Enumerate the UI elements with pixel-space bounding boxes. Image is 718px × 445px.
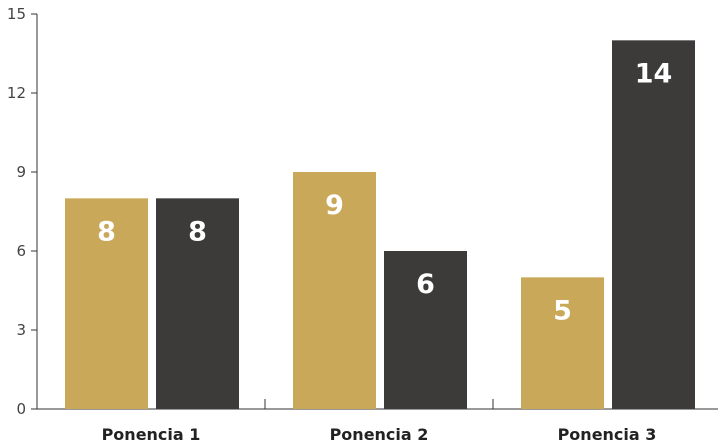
y-tick-label: 15 [7,5,26,23]
y-tick-label: 12 [7,84,26,102]
x-category-label: Ponencia 3 [558,425,657,444]
axes: 0 3 6 9 12 15 Ponencia 1 Ponencia 2 Ponencia 3 [7,5,718,444]
bar [612,40,695,409]
bar [65,198,148,409]
data-labels: 8 9 5 8 6 14 [97,58,672,326]
bar [156,198,239,409]
data-label: 9 [325,190,344,221]
y-tick-label: 0 [16,400,26,418]
y-tick-label: 3 [16,321,26,339]
data-label: 8 [188,216,207,247]
data-label: 6 [416,269,435,300]
bar [384,251,467,409]
x-category-label: Ponencia 1 [102,425,201,444]
y-tick-label: 6 [16,242,26,260]
bar [293,172,376,409]
data-label: 8 [97,216,116,247]
data-label: 14 [635,58,673,89]
y-tick-label: 9 [16,163,26,181]
bars [65,40,695,409]
bar [521,277,604,409]
data-label: 5 [553,295,572,326]
x-category-label: Ponencia 2 [330,425,429,444]
